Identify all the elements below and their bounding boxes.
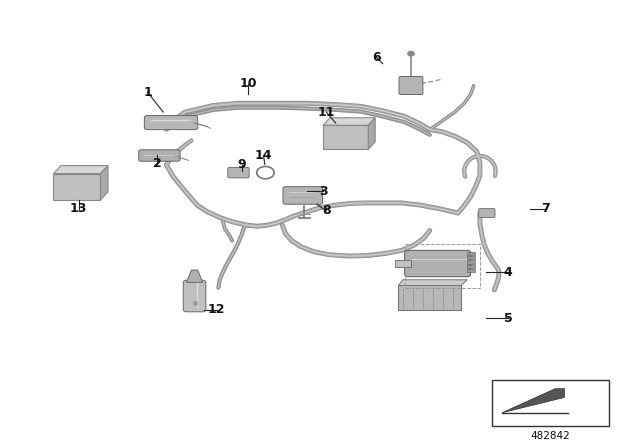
Bar <box>398 285 461 310</box>
Polygon shape <box>368 118 375 149</box>
FancyBboxPatch shape <box>183 280 206 312</box>
Text: 9: 9 <box>237 158 246 171</box>
Polygon shape <box>100 166 108 200</box>
Polygon shape <box>323 118 375 125</box>
Text: 1: 1 <box>143 86 152 99</box>
Text: 12: 12 <box>208 303 225 316</box>
Bar <box>467 256 475 259</box>
FancyBboxPatch shape <box>283 187 323 204</box>
Text: 5: 5 <box>504 312 513 325</box>
Bar <box>404 244 480 288</box>
Text: 2: 2 <box>152 157 161 170</box>
FancyBboxPatch shape <box>404 250 470 277</box>
Circle shape <box>408 52 414 56</box>
Polygon shape <box>186 270 203 282</box>
Text: 6: 6 <box>372 51 381 64</box>
Bar <box>493 380 609 426</box>
Bar <box>467 265 475 268</box>
FancyBboxPatch shape <box>145 116 198 129</box>
FancyBboxPatch shape <box>139 150 180 161</box>
Polygon shape <box>398 280 467 285</box>
Text: 11: 11 <box>317 106 335 119</box>
Polygon shape <box>502 388 564 413</box>
Text: 3: 3 <box>319 185 328 198</box>
FancyBboxPatch shape <box>479 209 495 217</box>
Text: 10: 10 <box>239 77 257 90</box>
Text: 7: 7 <box>541 202 550 215</box>
FancyBboxPatch shape <box>399 77 423 95</box>
Bar <box>467 252 475 255</box>
FancyBboxPatch shape <box>228 168 249 178</box>
Bar <box>323 125 368 149</box>
Bar <box>467 269 475 272</box>
Text: 8: 8 <box>322 204 331 217</box>
Bar <box>54 173 100 200</box>
Text: 13: 13 <box>70 202 87 215</box>
Text: 482842: 482842 <box>531 431 570 441</box>
Polygon shape <box>54 166 108 173</box>
Bar <box>467 260 475 263</box>
Text: 14: 14 <box>255 150 272 163</box>
Text: 4: 4 <box>504 266 513 279</box>
Bar <box>396 260 411 267</box>
